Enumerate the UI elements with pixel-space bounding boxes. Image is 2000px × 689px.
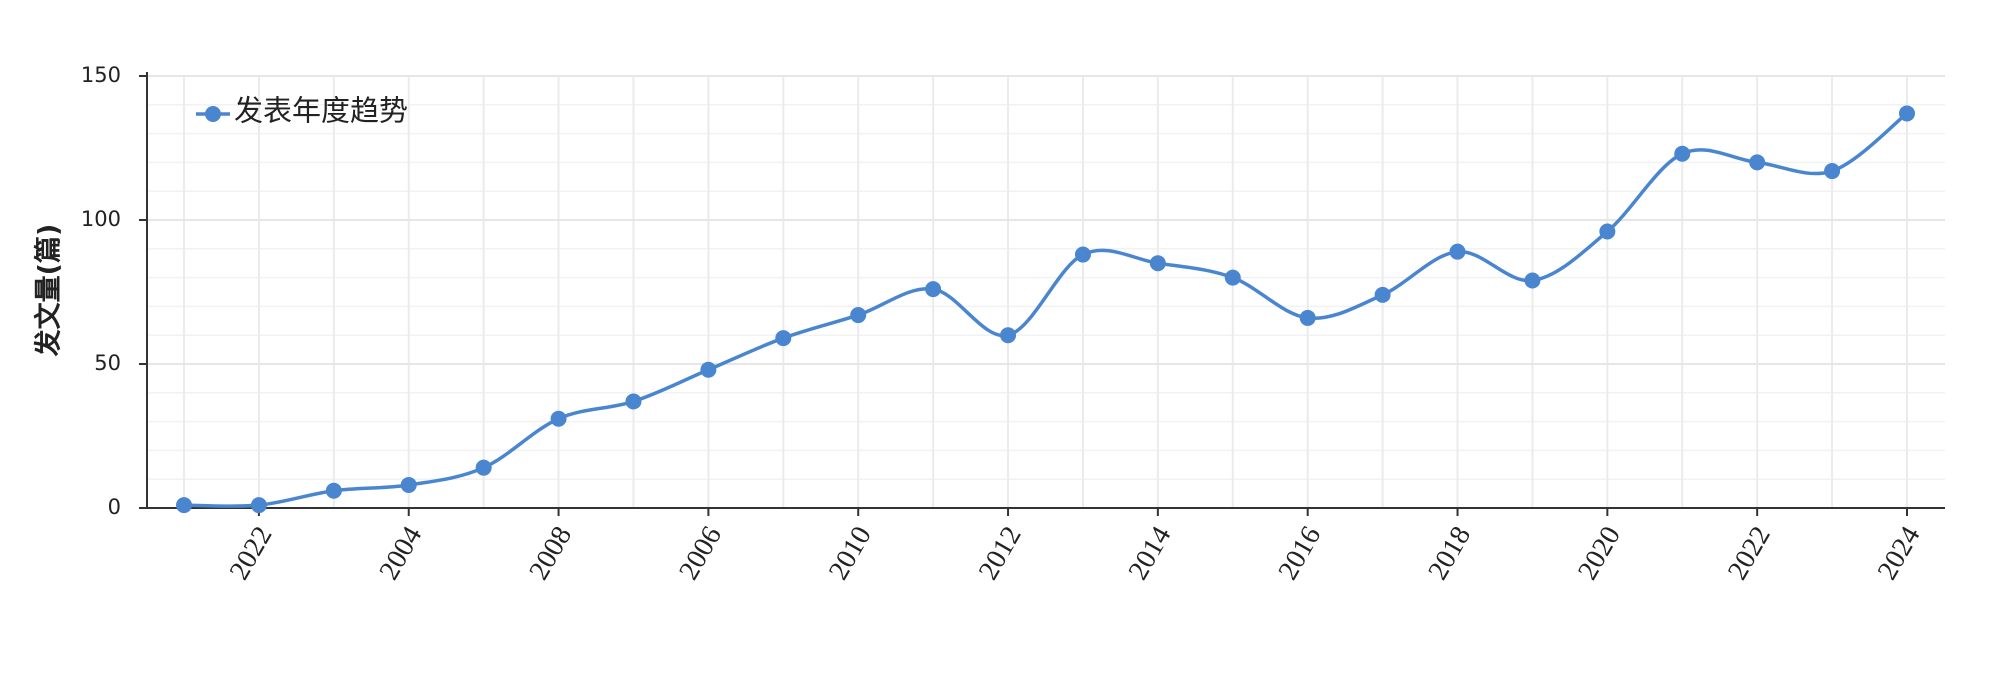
point	[1299, 309, 1316, 326]
point	[1224, 269, 1241, 286]
x-tick-label: 2022	[224, 521, 279, 585]
x-tick-label: 2016	[1272, 521, 1327, 585]
point	[550, 410, 567, 427]
point	[625, 393, 642, 410]
legend-marker	[205, 106, 221, 122]
point	[1074, 246, 1091, 263]
x-tick-label: 2022	[1722, 521, 1777, 585]
legend-label: 发表年度趋势	[234, 95, 408, 128]
point	[1374, 286, 1391, 303]
point	[1524, 272, 1541, 289]
point	[325, 482, 342, 499]
point	[176, 497, 192, 514]
point	[850, 307, 867, 324]
point	[1449, 243, 1466, 260]
x-tick-label: 2010	[823, 521, 878, 585]
y-axis-title: 发文量(篇)	[33, 224, 65, 358]
x-tick-label: 2004	[374, 521, 429, 585]
y-tick-label: 150	[81, 63, 121, 87]
x-tick-label: 2006	[673, 521, 728, 585]
point	[775, 330, 792, 347]
point	[925, 281, 942, 298]
point	[1899, 105, 1915, 122]
x-tick-label: 2012	[973, 521, 1028, 585]
point	[475, 459, 492, 476]
point	[1149, 255, 1166, 272]
point	[1824, 163, 1841, 180]
point	[250, 497, 267, 514]
x-tick-label: 2008	[523, 521, 578, 585]
point	[1749, 154, 1766, 171]
x-tick-label: 2014	[1123, 521, 1178, 585]
x-tick-label: 2018	[1422, 521, 1477, 585]
point	[1599, 223, 1616, 240]
y-tick-label: 100	[81, 207, 121, 231]
point	[1674, 145, 1691, 162]
y-tick-label: 50	[94, 351, 121, 375]
x-tick-label: 2024	[1872, 521, 1927, 585]
series-line	[183, 112, 1909, 508]
point	[700, 361, 717, 378]
x-tick-label: 2020	[1572, 521, 1627, 585]
point	[400, 476, 417, 493]
point	[1000, 327, 1017, 344]
y-tick-label: 0	[108, 495, 121, 519]
